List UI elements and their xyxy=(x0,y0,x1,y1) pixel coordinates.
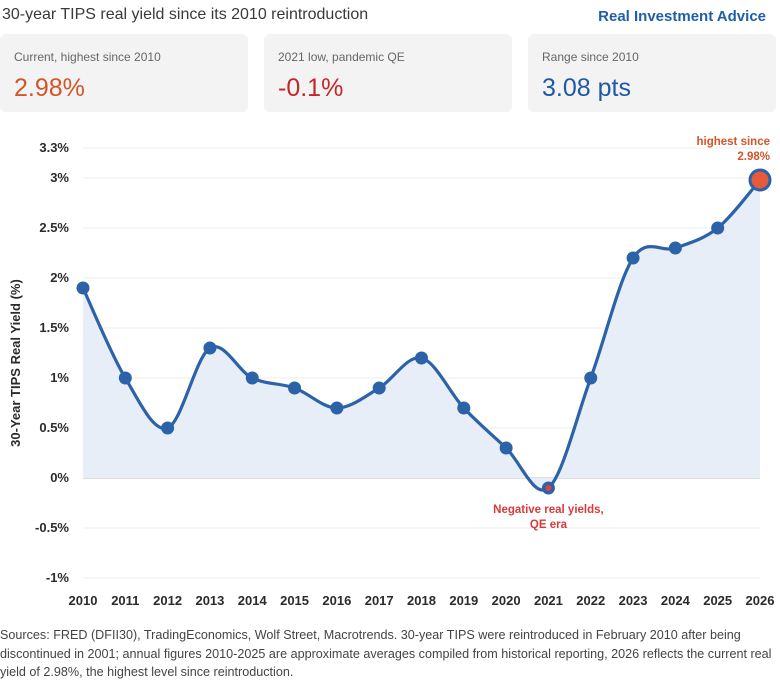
data-point xyxy=(118,371,132,385)
x-tick-label: 2012 xyxy=(153,593,182,608)
annotation-text: QE era xyxy=(530,519,568,531)
low-point-marker xyxy=(545,485,552,491)
data-point xyxy=(711,221,725,235)
source-note: Sources: FRED (DFII30), TradingEconomics… xyxy=(0,628,772,679)
x-tick-label: 2025 xyxy=(703,593,732,608)
y-tick-label: 3.3% xyxy=(39,140,69,155)
annotation-text: highest since xyxy=(697,136,771,148)
y-tick-label: 3% xyxy=(50,170,69,185)
x-tick-label: 2018 xyxy=(407,593,436,608)
data-point xyxy=(330,401,344,415)
y-tick-label: -0.5% xyxy=(35,520,69,535)
y-tick-label: 1.5% xyxy=(39,320,69,335)
x-tick-label: 2011 xyxy=(111,593,139,608)
card-label: 2021 low, pandemic QE xyxy=(278,50,405,64)
x-tick-label: 2022 xyxy=(576,593,605,608)
x-tick-label: 2026 xyxy=(746,593,775,608)
current-yield-card: Current, highest since 2010 2.98% xyxy=(0,34,248,112)
data-point xyxy=(288,381,302,395)
y-tick-label: 1% xyxy=(50,370,69,385)
x-tick-label: 2013 xyxy=(195,593,224,608)
data-point xyxy=(203,341,217,355)
card-value: 2.98% xyxy=(14,74,85,102)
data-point xyxy=(668,241,682,255)
brand-name[interactable]: Real Investment Advice xyxy=(598,8,766,25)
card-value: 3.08 pts xyxy=(542,74,631,102)
x-tick-label: 2016 xyxy=(322,593,351,608)
data-point xyxy=(499,441,513,455)
y-tick-label: -1% xyxy=(46,570,70,585)
area-fill xyxy=(83,180,760,491)
y-tick-label: 2.5% xyxy=(39,220,69,235)
range-card: Range since 2010 3.08 pts xyxy=(528,34,776,112)
card-label: Range since 2010 xyxy=(542,50,639,64)
y-tick-label: 0.5% xyxy=(39,420,69,435)
card-label: Current, highest since 2010 xyxy=(14,50,161,64)
x-tick-label: 2019 xyxy=(449,593,478,608)
data-point xyxy=(76,281,90,295)
x-tick-label: 2021 xyxy=(534,593,563,608)
x-tick-label: 2015 xyxy=(280,593,309,608)
annotation-text: 2.98% xyxy=(737,151,770,163)
y-tick-label: 2% xyxy=(50,270,69,285)
x-tick-label: 2023 xyxy=(619,593,648,608)
data-point xyxy=(415,351,428,365)
data-point xyxy=(457,401,471,415)
y-axis-label: 30-Year TIPS Real Yield (%) xyxy=(8,279,23,447)
x-tick-label: 2020 xyxy=(492,593,521,608)
highlight-point xyxy=(748,168,772,192)
x-tick-label: 2024 xyxy=(661,593,691,608)
data-point xyxy=(245,371,259,385)
annotation-text: Negative real yields, xyxy=(493,504,604,516)
y-tick-label: 0% xyxy=(50,470,69,485)
data-point xyxy=(626,251,640,265)
low-yield-card: 2021 low, pandemic QE -0.1% xyxy=(264,34,512,112)
data-point xyxy=(372,381,386,395)
data-point xyxy=(161,421,175,435)
tips-yield-chart: -1% -0.5% 0% 0.5% 1% 1.5% 2% 2.5% 3% 3.3% 2010 2011… xyxy=(8,136,775,608)
x-tick-label: 2014 xyxy=(238,593,268,608)
x-tick-label: 2010 xyxy=(69,593,98,608)
x-tick-label: 2017 xyxy=(365,593,394,608)
chart-title: 30-year TIPS real yield since its 2010 r… xyxy=(2,6,369,23)
data-point xyxy=(584,371,598,385)
card-value: -0.1% xyxy=(278,74,344,102)
